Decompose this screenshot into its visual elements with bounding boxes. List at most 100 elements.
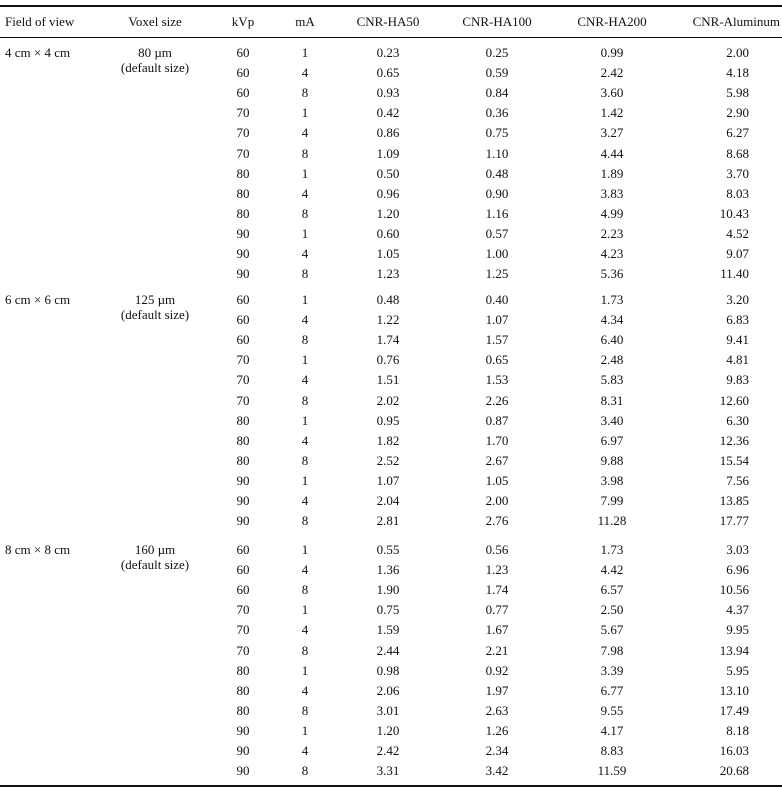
cnr-ha100-cell: 1.23 (485, 562, 509, 578)
cnr-aluminum-cell: 9.07 (726, 246, 749, 261)
voxel-note-cell: (default size) (120, 557, 190, 572)
voxel-size-cell: 80 µm (138, 45, 172, 60)
cnr-ha50-cell: 1.90 (376, 582, 400, 598)
cnr-ha200-cell: 3.83 (600, 185, 624, 201)
cnr-ha50-cell: 1.59 (376, 622, 400, 638)
cnr-aluminum-cell: 5.95 (726, 662, 749, 678)
cnr-aluminum-cell: 5.98 (726, 85, 749, 101)
cnr-aluminum-cell: 10.56 (719, 582, 749, 598)
ma-cell: 4 (301, 562, 309, 578)
ma-cell: 1 (301, 165, 309, 181)
ma-cell: 4 (301, 125, 309, 141)
top-rule (0, 5, 782, 7)
cnr-aluminum-cell: 6.27 (726, 125, 749, 141)
cnr-ha50-cell: 3.01 (376, 702, 400, 718)
kvp-cell: 80 (236, 682, 250, 698)
kvp-cell: 80 (236, 165, 250, 181)
cnr-ha200-cell: 7.99 (600, 493, 624, 508)
kvp-cell: 80 (236, 412, 250, 428)
cnr-aluminum-cell: 9.95 (726, 622, 749, 638)
cnr-ha50-cell: 0.75 (376, 602, 400, 618)
cnr-ha50-cell: 1.09 (376, 145, 400, 161)
ma-cell: 4 (301, 432, 309, 448)
kvp-cell: 90 (236, 513, 250, 529)
kvp-cell: 60 (236, 85, 250, 101)
cnr-aluminum-cell: 17.49 (719, 702, 749, 718)
cnr-aluminum-cell: 4.18 (726, 65, 749, 81)
ma-cell: 8 (301, 763, 309, 779)
kvp-cell: 70 (236, 622, 250, 638)
ma-cell: 1 (301, 662, 309, 678)
cnr-aluminum-cell: 2.90 (726, 105, 749, 121)
cnr-ha200-cell: 1.89 (600, 165, 624, 181)
cnr-ha100-cell: 1.10 (485, 145, 509, 161)
cnr-ha100-cell: 1.26 (485, 722, 509, 738)
cnr-ha50-cell: 1.82 (376, 432, 400, 448)
cnr-ha200-cell: 6.57 (600, 582, 624, 598)
cnr-ha100-cell: 0.36 (485, 105, 509, 121)
cnr-aluminum-cell: 16.03 (719, 743, 749, 758)
cnr-ha100-cell: 2.21 (485, 642, 509, 658)
kvp-cell: 80 (236, 432, 250, 448)
cnr-ha50-cell: 2.81 (376, 513, 400, 529)
cnr-ha200-cell: 6.40 (600, 332, 624, 348)
kvp-cell: 70 (236, 392, 250, 408)
kvp-cell: 70 (236, 105, 250, 121)
cnr-ha200-cell: 6.77 (600, 682, 624, 698)
cnr-ha50-cell: 2.02 (376, 392, 400, 408)
cnr-ha100-cell: 1.53 (485, 372, 509, 388)
ma-cell: 8 (301, 582, 309, 598)
kvp-cell: 70 (236, 642, 250, 658)
cnr-ha200-cell: 1.73 (600, 542, 624, 557)
ma-cell: 4 (301, 372, 309, 388)
cnr-ha100-cell: 2.76 (485, 513, 509, 529)
cnr-ha100-cell: 0.87 (485, 412, 509, 428)
cnr-ha200-cell: 4.23 (600, 246, 624, 261)
ma-cell: 1 (301, 225, 309, 241)
ma-cell: 4 (301, 682, 309, 698)
cnr-aluminum-cell: 12.36 (719, 432, 749, 448)
cnr-ha200-cell: 3.39 (600, 662, 624, 678)
kvp-cell: 60 (236, 292, 250, 307)
cnr-ha100-cell: 0.92 (485, 662, 509, 678)
cnr-ha200-cell: 11.28 (597, 513, 627, 529)
cnr-ha200-cell: 11.59 (597, 763, 627, 779)
cnr-aluminum-cell: 13.85 (719, 493, 749, 508)
ma-cell: 4 (301, 312, 309, 328)
cnr-ha200-cell: 5.67 (600, 622, 624, 638)
ma-cell: 8 (301, 642, 309, 658)
cnr-ha100-cell: 1.00 (485, 246, 509, 261)
kvp-cell: 80 (236, 205, 250, 221)
cnr-ha100-cell: 0.84 (485, 85, 509, 101)
cnr-aluminum-cell: 3.70 (726, 165, 749, 181)
cnr-ha100-cell: 2.67 (485, 452, 509, 468)
cnr-ha50-cell: 1.07 (376, 472, 400, 488)
kvp-cell: 70 (236, 602, 250, 618)
field-of-view-cell: 8 cm × 8 cm (5, 542, 71, 557)
cnr-ha100-cell: 2.00 (485, 493, 509, 508)
cnr-ha50-cell: 1.20 (376, 205, 400, 221)
cnr-ha100-cell: 2.34 (485, 743, 509, 758)
ma-cell: 1 (301, 412, 309, 428)
ma-cell: 1 (301, 292, 309, 307)
cnr-ha50-cell: 2.06 (376, 682, 400, 698)
cnr-ha200-cell: 6.97 (600, 432, 624, 448)
cnr-aluminum-cell: 9.41 (726, 332, 749, 348)
ma-cell: 8 (301, 205, 309, 221)
cnr-aluminum-cell: 15.54 (719, 452, 749, 468)
cnr-ha100-cell: 0.57 (485, 225, 509, 241)
kvp-cell: 60 (236, 562, 250, 578)
kvp-cell: 70 (236, 352, 250, 368)
voxel-size-cell: 160 µm (134, 542, 176, 557)
ma-cell: 4 (301, 65, 309, 81)
ma-cell: 1 (301, 722, 309, 738)
cnr-aluminum-cell: 13.10 (719, 682, 749, 698)
cnr-ha50-cell: 2.52 (376, 452, 400, 468)
cnr-ha50-cell: 0.42 (376, 105, 400, 121)
cnr-ha200-cell: 9.88 (600, 452, 624, 468)
cnr-aluminum-cell: 3.03 (726, 542, 749, 557)
cnr-aluminum-cell: 4.52 (726, 225, 749, 241)
cnr-ha200-cell: 4.99 (600, 205, 624, 221)
cnr-ha100-cell: 3.42 (485, 763, 509, 779)
ma-cell: 1 (301, 352, 309, 368)
